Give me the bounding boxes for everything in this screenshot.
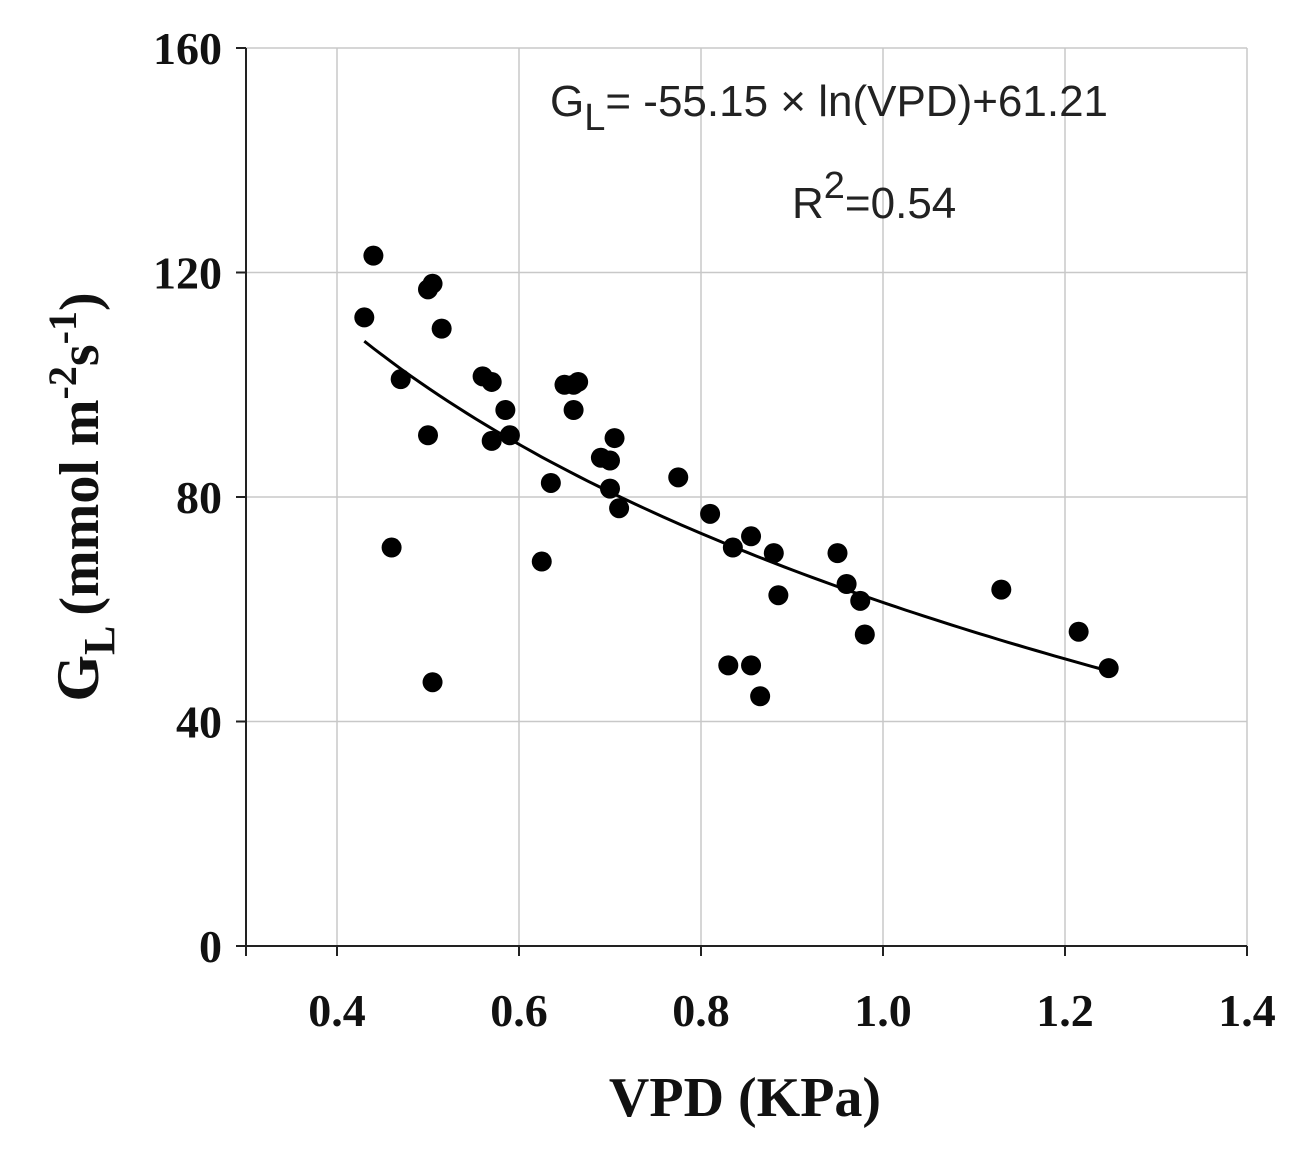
data-point [741, 655, 762, 676]
data-point [531, 551, 552, 572]
y-axis-units-prefix: (mmol m [49, 399, 111, 615]
data-point [854, 624, 875, 645]
data-point [363, 245, 384, 266]
y-tick-label: 0 [199, 921, 222, 972]
data-point [768, 585, 789, 606]
x-tick-label: 0.8 [672, 985, 730, 1036]
data-point [381, 537, 402, 558]
y-tick-label: 120 [153, 248, 222, 299]
y-axis-units-mid: s [49, 344, 111, 366]
data-point [609, 498, 630, 519]
data-point [481, 430, 502, 451]
y-axis-exponent-1: -2 [40, 366, 85, 399]
data-point [1098, 658, 1119, 679]
data-point [495, 400, 516, 421]
r-squared-label: R2=0.54 [792, 165, 956, 228]
equation-subscript: L [584, 97, 605, 139]
y-axis-exponent-2: -1 [40, 311, 85, 344]
y-tick-label: 40 [176, 697, 222, 748]
data-point [741, 526, 762, 547]
data-point [563, 400, 584, 421]
x-tick-label: 1.4 [1218, 985, 1276, 1036]
data-point [422, 273, 443, 294]
equation-label: GL= -55.15 × ln(VPD)+61.21 [550, 77, 1108, 139]
y-axis-units-suffix: ) [49, 292, 111, 311]
data-point [827, 543, 848, 564]
data-point [354, 307, 375, 328]
x-axis-title: VPD (KPa) [609, 1067, 881, 1129]
data-point [540, 472, 561, 493]
equation-symbol: G [550, 77, 584, 126]
y-axis-title: GL (mmol m-2s-1) [40, 292, 124, 701]
data-point [481, 371, 502, 392]
r-squared-prefix: R [792, 179, 824, 228]
data-point [568, 371, 589, 392]
equation-rhs: = -55.15 × ln(VPD)+61.21 [605, 77, 1108, 126]
y-tick-label: 160 [153, 23, 222, 74]
data-point [600, 450, 620, 471]
data-point [431, 318, 452, 339]
data-point [991, 579, 1012, 600]
x-tick-label: 0.4 [308, 985, 366, 1036]
data-point [700, 503, 721, 524]
y-tick-label: 80 [176, 472, 222, 523]
y-axis-subscript: L [75, 626, 124, 655]
data-point [418, 425, 438, 446]
data-points [354, 245, 1119, 707]
data-point [604, 428, 625, 449]
grid-layer [246, 47, 1248, 946]
data-point [718, 655, 739, 676]
data-point [422, 672, 443, 693]
tick-layer: 0.4 0.6 0.8 1.0 1.2 1.4 0 40 80 120 160 [153, 23, 1276, 1036]
data-point [1068, 621, 1089, 642]
r-squared-value: =0.54 [845, 179, 956, 228]
y-axis-symbol: G [45, 655, 111, 702]
fit-curve [363, 340, 1111, 673]
r-squared-exponent: 2 [824, 165, 845, 207]
x-tick-label: 1.0 [854, 985, 912, 1036]
x-tick-label: 0.6 [490, 985, 548, 1036]
data-point [668, 467, 689, 488]
data-point [750, 686, 771, 707]
x-tick-label: 1.2 [1036, 985, 1094, 1036]
data-point [763, 543, 784, 564]
data-point [499, 425, 520, 446]
